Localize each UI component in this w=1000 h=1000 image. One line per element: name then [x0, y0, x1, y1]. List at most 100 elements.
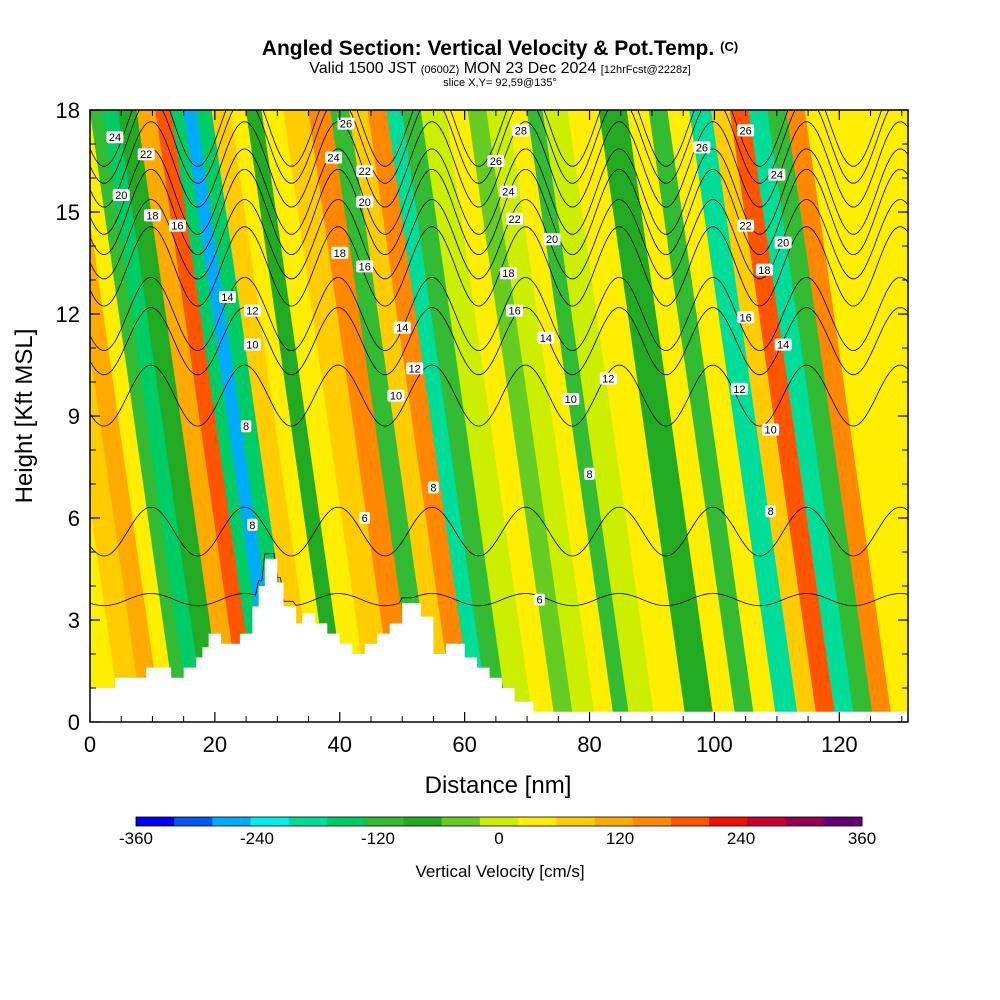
theta-contour-label: 16 [506, 304, 524, 318]
x-tick-label: 100 [696, 732, 733, 757]
terrain-profile [90, 558, 908, 722]
theta-contour [90, 307, 908, 376]
theta-contour-label: 8 [247, 518, 258, 532]
theta-contour-label: 12 [243, 304, 261, 318]
valid-utc: (0600Z) [420, 64, 460, 76]
theta-contour-label-text: 26 [696, 142, 708, 154]
colorbar-swatch [250, 817, 290, 826]
colorbar-swatch [174, 817, 213, 826]
theta-contour-label-text: 22 [508, 214, 520, 226]
y-tick-label: 15 [56, 200, 80, 225]
theta-contour-label-text: 26 [340, 119, 352, 131]
theta-contour-label-text: 10 [246, 340, 258, 352]
theta-contour-label-text: 26 [490, 156, 502, 168]
theta-contour-label-text: 6 [537, 595, 543, 607]
colorbar-tick-label: 0 [494, 829, 503, 848]
theta-contour [90, 121, 908, 208]
theta-contour-label-text: 12 [246, 306, 258, 318]
theta-contour-label: 18 [331, 246, 349, 260]
x-tick-label: 20 [203, 732, 227, 757]
theta-contour-label-text: 24 [109, 132, 121, 144]
colorbar-tick-label: -120 [361, 829, 395, 848]
theta-contour [90, 364, 908, 427]
theta-contour-label: 8 [765, 505, 776, 518]
theta-contour-label: 10 [762, 423, 780, 437]
terrain [90, 558, 908, 722]
colorbar-swatch [479, 817, 519, 826]
theta-contour-label-text: 8 [430, 482, 436, 494]
theta-contour-label-text: 16 [171, 221, 183, 233]
colorbar-swatch [288, 817, 328, 826]
theta-contour-label-text: 20 [115, 190, 127, 202]
theta-contour [90, 169, 908, 255]
colorbar-swatch [518, 817, 557, 826]
theta-contour-label: 12 [406, 362, 424, 375]
theta-contour-label-text: 24 [771, 170, 783, 182]
x-tick-label: 60 [452, 732, 476, 757]
theta-contour-label-text: 24 [502, 187, 514, 199]
theta-contour-label: 16 [168, 219, 186, 233]
theta-contour-label-text: 20 [546, 234, 558, 246]
theta-contour-label-text: 22 [359, 166, 371, 178]
y-tick-label: 18 [56, 98, 80, 123]
theta-contour-label: 18 [499, 267, 517, 280]
theta-contour-label: 22 [737, 219, 755, 233]
theta-contour-label-text: 8 [249, 520, 255, 532]
axes: 0 20 40 60 80 100 120 0 3 6 9 12 15 18 [56, 98, 908, 757]
theta-contour-label-text: 26 [740, 125, 752, 137]
theta-contour-label-text: 16 [740, 312, 752, 324]
y-axis-label: Height [Kft MSL] [11, 329, 38, 504]
theta-contour-label-text: 14 [777, 340, 789, 352]
colorbar-tick-label: -240 [240, 829, 274, 848]
chart-title-text: Angled Section: Vertical Velocity & Pot.… [261, 37, 715, 60]
y-tick-label: 12 [56, 302, 80, 327]
theta-contour-label-text: 18 [758, 265, 770, 277]
theta-contour-label-text: 18 [146, 210, 158, 222]
x-axis-label: Distance [nm] [425, 772, 572, 799]
x-tick-label: 0 [84, 732, 96, 757]
theta-contour-label: 14 [537, 331, 555, 345]
colorbar-swatch [136, 817, 175, 826]
theta-contour-label-text: 18 [334, 248, 346, 260]
velocity-band [804, 110, 908, 722]
velocity-band [261, 110, 378, 722]
velocity-band [308, 110, 425, 722]
theta-contour-label: 10 [387, 389, 405, 403]
colorbar-swatch [785, 817, 825, 826]
theta-contour-label: 18 [143, 209, 161, 222]
valid-date: MON 23 Dec 2024 [463, 60, 597, 77]
chart-title: Angled Section: Vertical Velocity & Pot.… [0, 37, 1000, 61]
theta-contour-label-text: 14 [540, 333, 552, 345]
theta-contour-label-text: 24 [327, 153, 339, 165]
colorbar-swatch [747, 817, 787, 826]
colorbar-swatch [632, 817, 672, 826]
y-tick-label: 3 [68, 608, 80, 633]
theta-contour-label-text: 8 [243, 421, 249, 433]
theta-contour-label-text: 14 [221, 292, 233, 304]
colorbar-swatch [212, 817, 252, 826]
colorbar-tick-label: 120 [606, 829, 634, 848]
velocity-band [567, 110, 693, 722]
theta-contours [90, 110, 908, 607]
theta-contour-label-text: 12 [733, 384, 745, 396]
theta-contour-label: 18 [755, 263, 773, 277]
theta-contour-label: 22 [506, 212, 524, 226]
theta-contour-label: 10 [243, 338, 261, 352]
copyright-mark: (C) [720, 39, 739, 54]
theta-contour-label-text: 16 [508, 306, 520, 318]
theta-contour-label: 24 [325, 151, 343, 165]
theta-contour-label: 8 [584, 467, 595, 481]
colorbar-frame [135, 816, 863, 827]
theta-contour [90, 553, 908, 607]
colorbar-swatch [403, 817, 443, 826]
theta-contour-label: 28 [512, 124, 530, 137]
theta-contour-label: 10 [562, 393, 580, 406]
valid-time-line: Valid 1500 JST (0600Z) MON 23 Dec 2024 [… [0, 60, 1000, 78]
colorbar-swatch [594, 817, 634, 826]
theta-contour-label: 6 [534, 593, 545, 607]
velocity-band [283, 110, 403, 722]
theta-contour [90, 506, 908, 557]
theta-contour [90, 226, 908, 307]
